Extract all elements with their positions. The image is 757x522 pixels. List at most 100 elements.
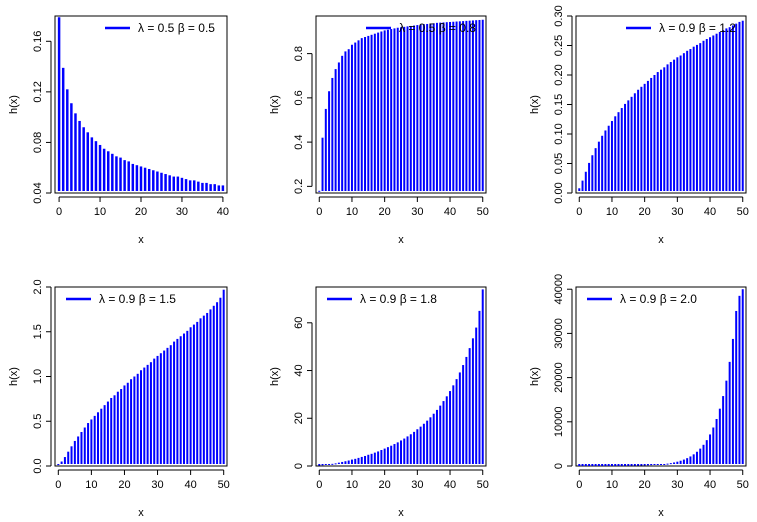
bar bbox=[403, 26, 406, 192]
bar bbox=[435, 409, 438, 464]
bar bbox=[669, 62, 672, 191]
x-tick-label: 20 bbox=[118, 479, 130, 491]
x-tick-label: 10 bbox=[85, 479, 97, 491]
legend-label: λ = 0.9 β = 2.0 bbox=[620, 292, 697, 306]
bar bbox=[660, 69, 662, 191]
bar bbox=[331, 463, 334, 465]
bar bbox=[156, 355, 159, 464]
bar bbox=[735, 23, 738, 192]
bar bbox=[429, 23, 432, 191]
bar bbox=[578, 188, 581, 191]
bar bbox=[86, 132, 89, 191]
x-tick-label: 10 bbox=[606, 206, 618, 218]
bar bbox=[103, 405, 106, 464]
bar bbox=[722, 396, 725, 464]
x-tick-label: 10 bbox=[94, 206, 106, 218]
bar bbox=[627, 464, 630, 466]
bar bbox=[341, 461, 344, 464]
bar bbox=[445, 22, 448, 191]
x-tick-label: 50 bbox=[218, 479, 230, 491]
bar bbox=[380, 450, 383, 464]
y-axis-title: h(x) bbox=[8, 367, 20, 386]
bar bbox=[209, 184, 212, 191]
y-axis-title: h(x) bbox=[529, 95, 541, 114]
bar bbox=[656, 464, 659, 465]
y-axis-title: h(x) bbox=[529, 367, 541, 386]
bar bbox=[594, 464, 597, 466]
bar bbox=[169, 345, 172, 464]
x-tick-label: 0 bbox=[55, 479, 61, 491]
x-tick-label: 0 bbox=[576, 479, 582, 491]
bar bbox=[67, 451, 70, 464]
bar bbox=[73, 440, 76, 464]
bar bbox=[357, 40, 360, 192]
y-tick-label: 0.10 bbox=[553, 123, 565, 144]
y-tick-label: 1.5 bbox=[32, 324, 44, 339]
bar bbox=[189, 327, 192, 464]
bar bbox=[692, 46, 695, 192]
bar bbox=[396, 442, 399, 464]
bar bbox=[209, 309, 212, 465]
bar bbox=[186, 330, 189, 464]
bar bbox=[481, 19, 484, 192]
bar bbox=[413, 431, 416, 464]
chart-panel-4: 0 10 20 30 40 50 0.0 0.5 1.0 1.5 2.0 x h(x) λ = 0.9 β… bbox=[8, 279, 230, 519]
bar bbox=[578, 464, 581, 466]
bar bbox=[400, 440, 402, 464]
chart-panel-1: 0 10 20 30 40 0.04 0.08 0.12 0.16 x h(x) λ = 0.5 β … bbox=[8, 15, 229, 246]
bar bbox=[386, 29, 389, 191]
bar bbox=[328, 91, 331, 191]
bar bbox=[607, 125, 610, 191]
y-axis-title: h(x) bbox=[269, 367, 281, 386]
bar bbox=[584, 171, 587, 191]
x-tick-label: 30 bbox=[671, 479, 683, 491]
bar bbox=[715, 33, 718, 192]
bar bbox=[610, 121, 613, 191]
bar bbox=[120, 389, 123, 464]
bar bbox=[725, 28, 728, 191]
bar bbox=[377, 451, 380, 464]
bar bbox=[452, 21, 455, 191]
bar bbox=[712, 35, 715, 191]
bar bbox=[725, 380, 728, 464]
bar bbox=[643, 464, 646, 466]
bar bbox=[604, 464, 607, 466]
y-tick-label: 0.6 bbox=[293, 90, 305, 105]
bar bbox=[347, 460, 350, 464]
bar bbox=[627, 100, 630, 191]
bar bbox=[416, 429, 419, 464]
plot-frame bbox=[575, 15, 747, 194]
bar bbox=[357, 457, 360, 464]
bar bbox=[131, 163, 135, 191]
bar bbox=[164, 174, 167, 191]
bar bbox=[57, 464, 60, 466]
x-tick-label: 20 bbox=[639, 206, 651, 218]
bar bbox=[637, 464, 640, 466]
bar bbox=[90, 419, 93, 464]
bar bbox=[591, 155, 594, 191]
plot-frame bbox=[315, 15, 487, 194]
x-tick-label: 40 bbox=[217, 206, 229, 218]
y-tick-label: 0.08 bbox=[32, 132, 44, 153]
bar bbox=[213, 184, 216, 191]
bar bbox=[153, 358, 156, 464]
x-tick-label: 20 bbox=[379, 206, 391, 218]
bar bbox=[741, 289, 744, 464]
bar bbox=[364, 455, 367, 464]
x-axis-title: x bbox=[138, 507, 144, 519]
bar bbox=[337, 462, 340, 464]
plot-frame bbox=[54, 286, 228, 467]
bar bbox=[597, 141, 600, 191]
bar bbox=[601, 135, 604, 191]
bar bbox=[607, 464, 610, 466]
bar bbox=[367, 454, 370, 464]
bar bbox=[347, 49, 350, 191]
bar bbox=[630, 96, 633, 191]
bar bbox=[458, 21, 461, 192]
bar bbox=[70, 103, 73, 191]
bar bbox=[692, 454, 695, 464]
x-tick-label: 40 bbox=[184, 479, 196, 491]
x-tick-label: 30 bbox=[411, 479, 423, 491]
bar bbox=[429, 417, 432, 464]
bar bbox=[135, 165, 139, 191]
